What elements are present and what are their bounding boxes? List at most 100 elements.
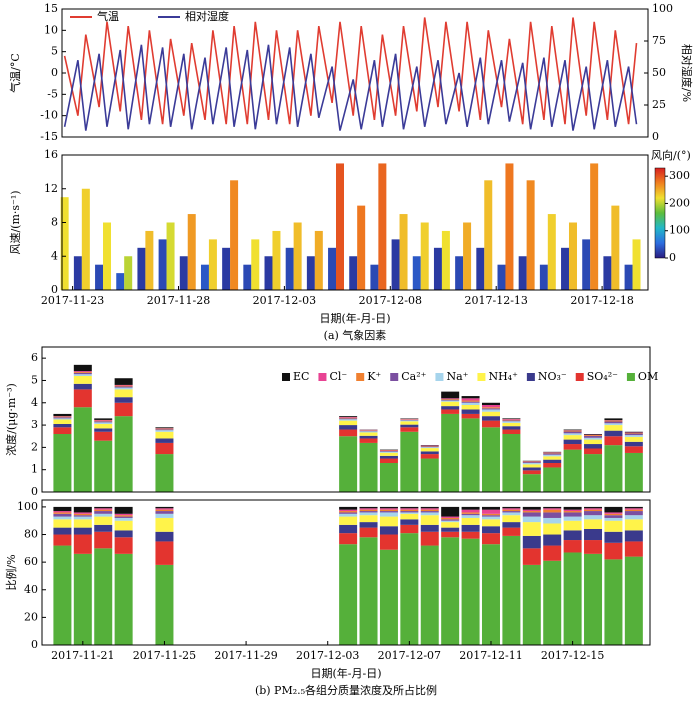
bar-segment xyxy=(461,396,480,399)
bar-segment xyxy=(379,508,398,510)
bar-segment xyxy=(604,420,623,422)
bar-segment xyxy=(114,389,133,398)
bar-segment xyxy=(461,538,480,645)
bar-segment xyxy=(359,522,378,528)
bar-segment xyxy=(502,420,521,422)
bar-segment xyxy=(53,419,72,424)
bar-segment xyxy=(522,462,541,463)
bar-segment xyxy=(624,441,643,447)
bar-segment xyxy=(359,508,378,510)
bar-segment xyxy=(563,520,582,531)
bar-segment xyxy=(339,420,358,426)
bar-segment xyxy=(53,417,72,419)
bar-segment xyxy=(73,515,92,517)
bar-segment xyxy=(502,419,521,420)
bar-segment xyxy=(94,440,113,492)
wind-bar xyxy=(497,264,506,290)
wind-bar xyxy=(611,205,620,290)
bar-segment xyxy=(543,452,562,454)
legend-swatch xyxy=(356,373,365,381)
y-tick-label: 0 xyxy=(31,485,38,498)
bar-segment xyxy=(563,439,582,445)
bar-segment xyxy=(114,553,133,645)
bar-segment xyxy=(400,524,419,534)
bar-segment xyxy=(400,424,419,428)
bar-segment xyxy=(563,430,582,432)
bar-segment xyxy=(604,436,623,446)
bar-segment xyxy=(624,446,643,453)
bar-segment xyxy=(339,509,358,512)
bar-segment xyxy=(543,560,562,645)
y2-tick-label: 75 xyxy=(652,34,666,47)
y2-tick-label: 25 xyxy=(652,98,666,111)
bar-segment xyxy=(461,413,480,419)
bar-segment xyxy=(584,553,603,645)
bar-segment xyxy=(502,512,521,516)
legend-label: OM xyxy=(638,370,658,383)
wind-bar xyxy=(208,239,217,290)
x-tick-label: 2017-11-29 xyxy=(214,649,277,662)
bar-segment xyxy=(604,423,623,426)
y2-tick-label: 100 xyxy=(652,2,673,15)
bar-segment xyxy=(502,535,521,645)
bar-segment xyxy=(400,533,419,645)
bar-segment xyxy=(441,400,460,402)
bar-segment xyxy=(584,448,603,455)
legend-label: 气温 xyxy=(97,9,119,23)
bar-segment xyxy=(379,511,398,513)
legend-label: NO₃⁻ xyxy=(538,370,567,383)
bar-segment xyxy=(94,531,113,549)
wind-bar xyxy=(314,230,323,290)
bar-segment xyxy=(73,513,92,516)
wind-bar xyxy=(357,205,366,290)
bar-segment xyxy=(359,431,378,433)
bar-segment xyxy=(114,387,133,390)
wind-bar xyxy=(391,239,400,290)
legend-label: NH₄⁺ xyxy=(488,370,518,383)
bar-segment xyxy=(522,467,541,471)
bar-segment xyxy=(604,542,623,560)
wind-bar xyxy=(60,197,69,290)
bar-segment xyxy=(502,419,521,421)
bar-segment xyxy=(420,448,439,452)
bar-segment xyxy=(53,519,72,528)
legend-label: 相对湿度 xyxy=(185,9,229,23)
x-tick-label: 2017-12-03 xyxy=(253,294,316,307)
bar-segment xyxy=(481,509,500,514)
bar-segment xyxy=(502,515,521,523)
colorbar-label: 风向/(°) xyxy=(651,148,691,162)
y-tick-label: 100 xyxy=(17,500,38,513)
bar-segment xyxy=(339,417,358,419)
bar-segment xyxy=(53,513,72,517)
bar-segment xyxy=(94,418,113,420)
bar-segment xyxy=(481,513,500,516)
bar-segment xyxy=(114,402,133,417)
bar-segment xyxy=(73,527,92,535)
bar-segment xyxy=(604,515,623,518)
bar-segment xyxy=(94,428,113,432)
y-tick-label: 20 xyxy=(24,610,38,623)
bar-segment xyxy=(441,517,460,520)
y-tick-label: 2 xyxy=(31,440,38,453)
bar-segment xyxy=(461,401,480,403)
bar-segment xyxy=(379,509,398,512)
wind-bar xyxy=(230,180,239,290)
bar-segment xyxy=(441,522,460,528)
bar-segment xyxy=(114,416,133,492)
bar-segment xyxy=(604,445,623,492)
x-tick-label: 2017-11-23 xyxy=(41,294,104,307)
bar-segment xyxy=(441,531,460,538)
colorbar-tick-label: 100 xyxy=(669,224,690,237)
bar-segment xyxy=(379,452,398,456)
bar-segment xyxy=(604,430,623,437)
bar-segment xyxy=(379,549,398,645)
bar-segment xyxy=(359,515,378,523)
bar-segment xyxy=(94,431,113,441)
bar-segment xyxy=(522,509,541,512)
bar-segment xyxy=(53,506,72,512)
bar-segment xyxy=(339,544,358,645)
wind-bar xyxy=(200,264,209,290)
bar-segment xyxy=(441,391,460,399)
bar-segment xyxy=(53,434,72,492)
bar-segment xyxy=(604,531,623,543)
